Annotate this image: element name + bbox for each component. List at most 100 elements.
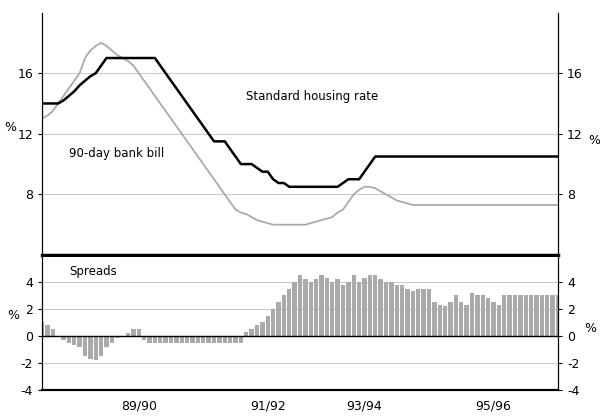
Bar [406, 289, 410, 336]
Bar [298, 275, 302, 336]
Bar [325, 278, 329, 336]
Bar [50, 329, 55, 336]
Bar [540, 295, 544, 336]
Bar [282, 295, 286, 336]
Bar [346, 282, 350, 336]
Bar [518, 295, 523, 336]
Bar [379, 279, 383, 336]
Bar [77, 336, 82, 347]
Bar [545, 295, 550, 336]
Bar [491, 302, 496, 336]
Bar [239, 336, 243, 342]
Bar [502, 295, 506, 336]
Text: Standard housing rate: Standard housing rate [246, 91, 379, 103]
Bar [163, 336, 168, 342]
Bar [373, 275, 377, 336]
Bar [206, 336, 211, 342]
Bar [212, 336, 216, 342]
Bar [72, 336, 76, 345]
Bar [287, 289, 292, 336]
Bar [196, 336, 200, 342]
Bar [40, 322, 44, 336]
Y-axis label: %: % [584, 322, 596, 335]
Text: 90-day bank bill: 90-day bank bill [69, 147, 164, 160]
Bar [303, 279, 308, 336]
Bar [233, 336, 238, 342]
Bar [481, 295, 485, 336]
Bar [314, 279, 318, 336]
Bar [88, 336, 92, 359]
Bar [464, 305, 469, 336]
Bar [524, 295, 528, 336]
Y-axis label: %: % [4, 121, 16, 134]
Bar [148, 336, 152, 342]
Bar [454, 295, 458, 336]
Bar [61, 336, 65, 340]
Bar [131, 329, 136, 336]
Bar [266, 316, 270, 336]
Bar [432, 302, 437, 336]
Bar [362, 278, 367, 336]
Bar [330, 282, 334, 336]
Bar [459, 302, 463, 336]
Y-axis label: %: % [588, 134, 600, 147]
Bar [384, 282, 388, 336]
Bar [508, 295, 512, 336]
Bar [153, 336, 157, 342]
Bar [83, 336, 87, 356]
Bar [416, 289, 421, 336]
Bar [244, 332, 248, 336]
Bar [513, 295, 517, 336]
Bar [400, 285, 404, 336]
Bar [99, 336, 103, 356]
Bar [535, 295, 539, 336]
Bar [228, 336, 232, 342]
Bar [67, 336, 71, 342]
Bar [292, 282, 297, 336]
Bar [411, 291, 415, 336]
Bar [421, 289, 426, 336]
Bar [45, 325, 50, 336]
Bar [389, 282, 394, 336]
Bar [335, 279, 340, 336]
Bar [437, 305, 442, 336]
Bar [126, 333, 130, 336]
Bar [475, 295, 479, 336]
Bar [352, 275, 356, 336]
Bar [142, 336, 146, 340]
Bar [158, 336, 163, 342]
Bar [217, 336, 221, 342]
Bar [529, 295, 533, 336]
Bar [255, 325, 259, 336]
Bar [556, 295, 560, 336]
Bar [104, 336, 109, 347]
Bar [223, 336, 227, 342]
Bar [550, 295, 555, 336]
Bar [443, 306, 447, 336]
Bar [169, 336, 173, 342]
Bar [470, 293, 474, 336]
Bar [308, 282, 313, 336]
Bar [497, 305, 501, 336]
Y-axis label: %: % [8, 309, 20, 322]
Bar [250, 329, 254, 336]
Bar [368, 275, 372, 336]
Bar [185, 336, 189, 342]
Bar [341, 285, 345, 336]
Bar [179, 336, 184, 342]
Bar [357, 282, 361, 336]
Bar [260, 322, 265, 336]
Bar [137, 329, 141, 336]
Bar [110, 336, 114, 342]
Bar [174, 336, 179, 342]
Bar [94, 336, 98, 360]
Bar [427, 289, 431, 336]
Bar [448, 302, 452, 336]
Bar [277, 302, 281, 336]
Bar [115, 336, 119, 339]
Bar [201, 336, 205, 342]
Bar [486, 298, 490, 336]
Text: Spreads: Spreads [69, 265, 116, 278]
Bar [395, 285, 399, 336]
Bar [319, 275, 323, 336]
